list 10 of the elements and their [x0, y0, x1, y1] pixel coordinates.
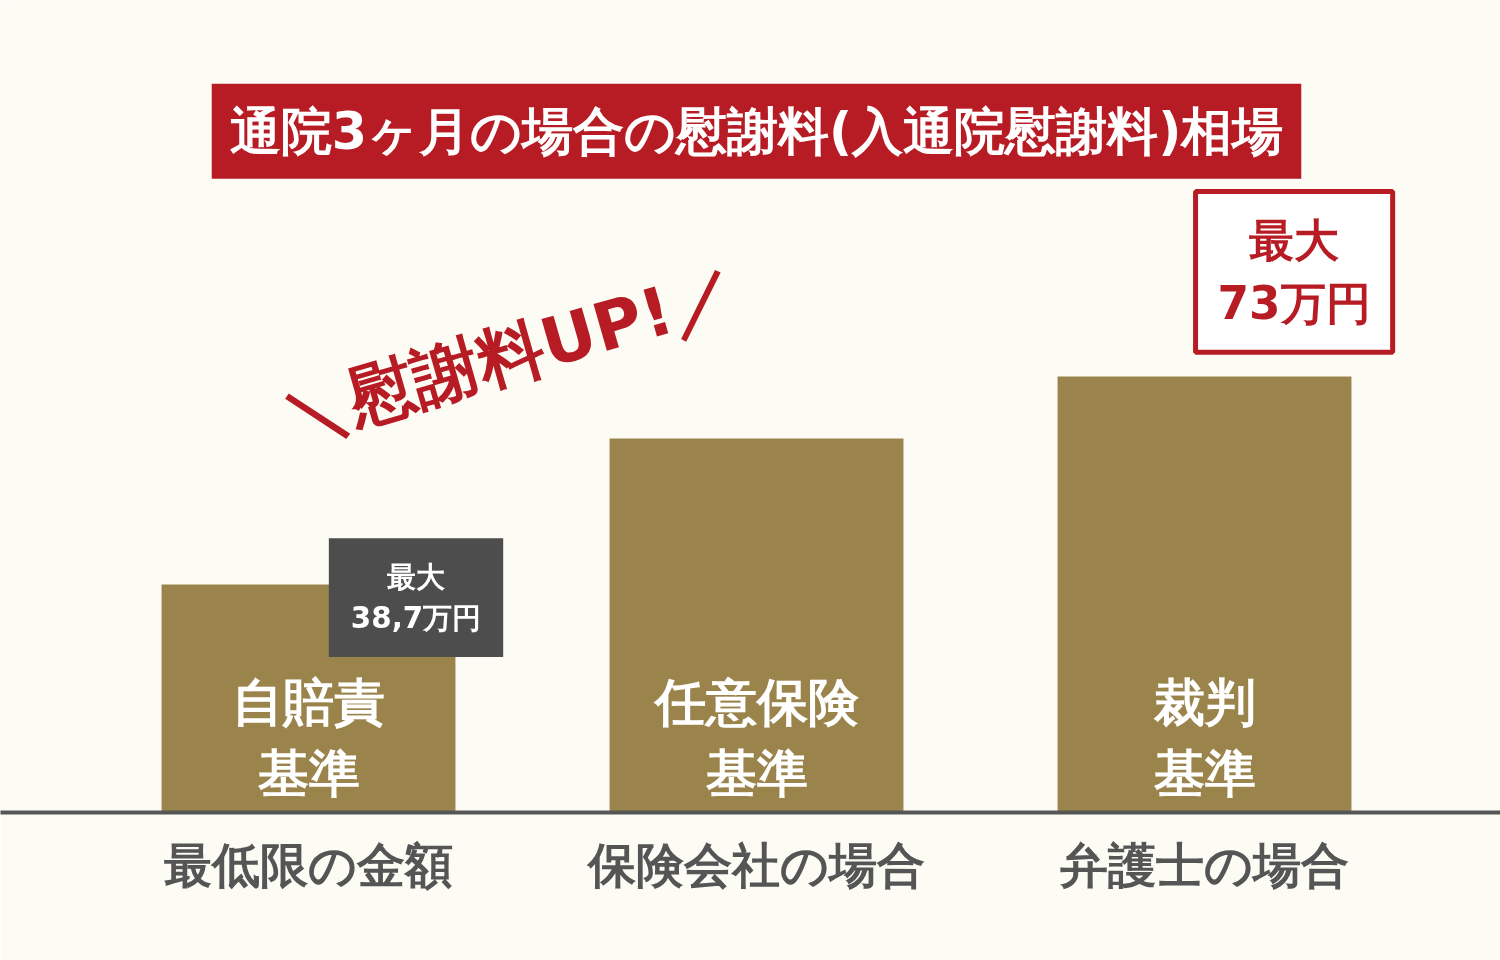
chart-title: 通院3ヶ月の場合の慰謝料(入通院慰謝料)相場 — [229, 101, 1284, 161]
annotation: ＼慰謝料UP!／ — [274, 252, 746, 457]
x-tick-label: 最低限の金額 — [164, 836, 453, 893]
annotation: 最大 73万円 — [1217, 213, 1371, 331]
annotation: 自賠責基準 — [232, 673, 385, 804]
x-tick-label: 弁護士の場合 — [1059, 836, 1350, 893]
annotation: 任意保険基準 — [652, 673, 860, 804]
annotation: 裁判基準 — [1152, 673, 1256, 804]
annotation: 最大 38,7万円 — [350, 560, 482, 635]
x-tick-label: 保険会社の場合 — [586, 836, 925, 893]
